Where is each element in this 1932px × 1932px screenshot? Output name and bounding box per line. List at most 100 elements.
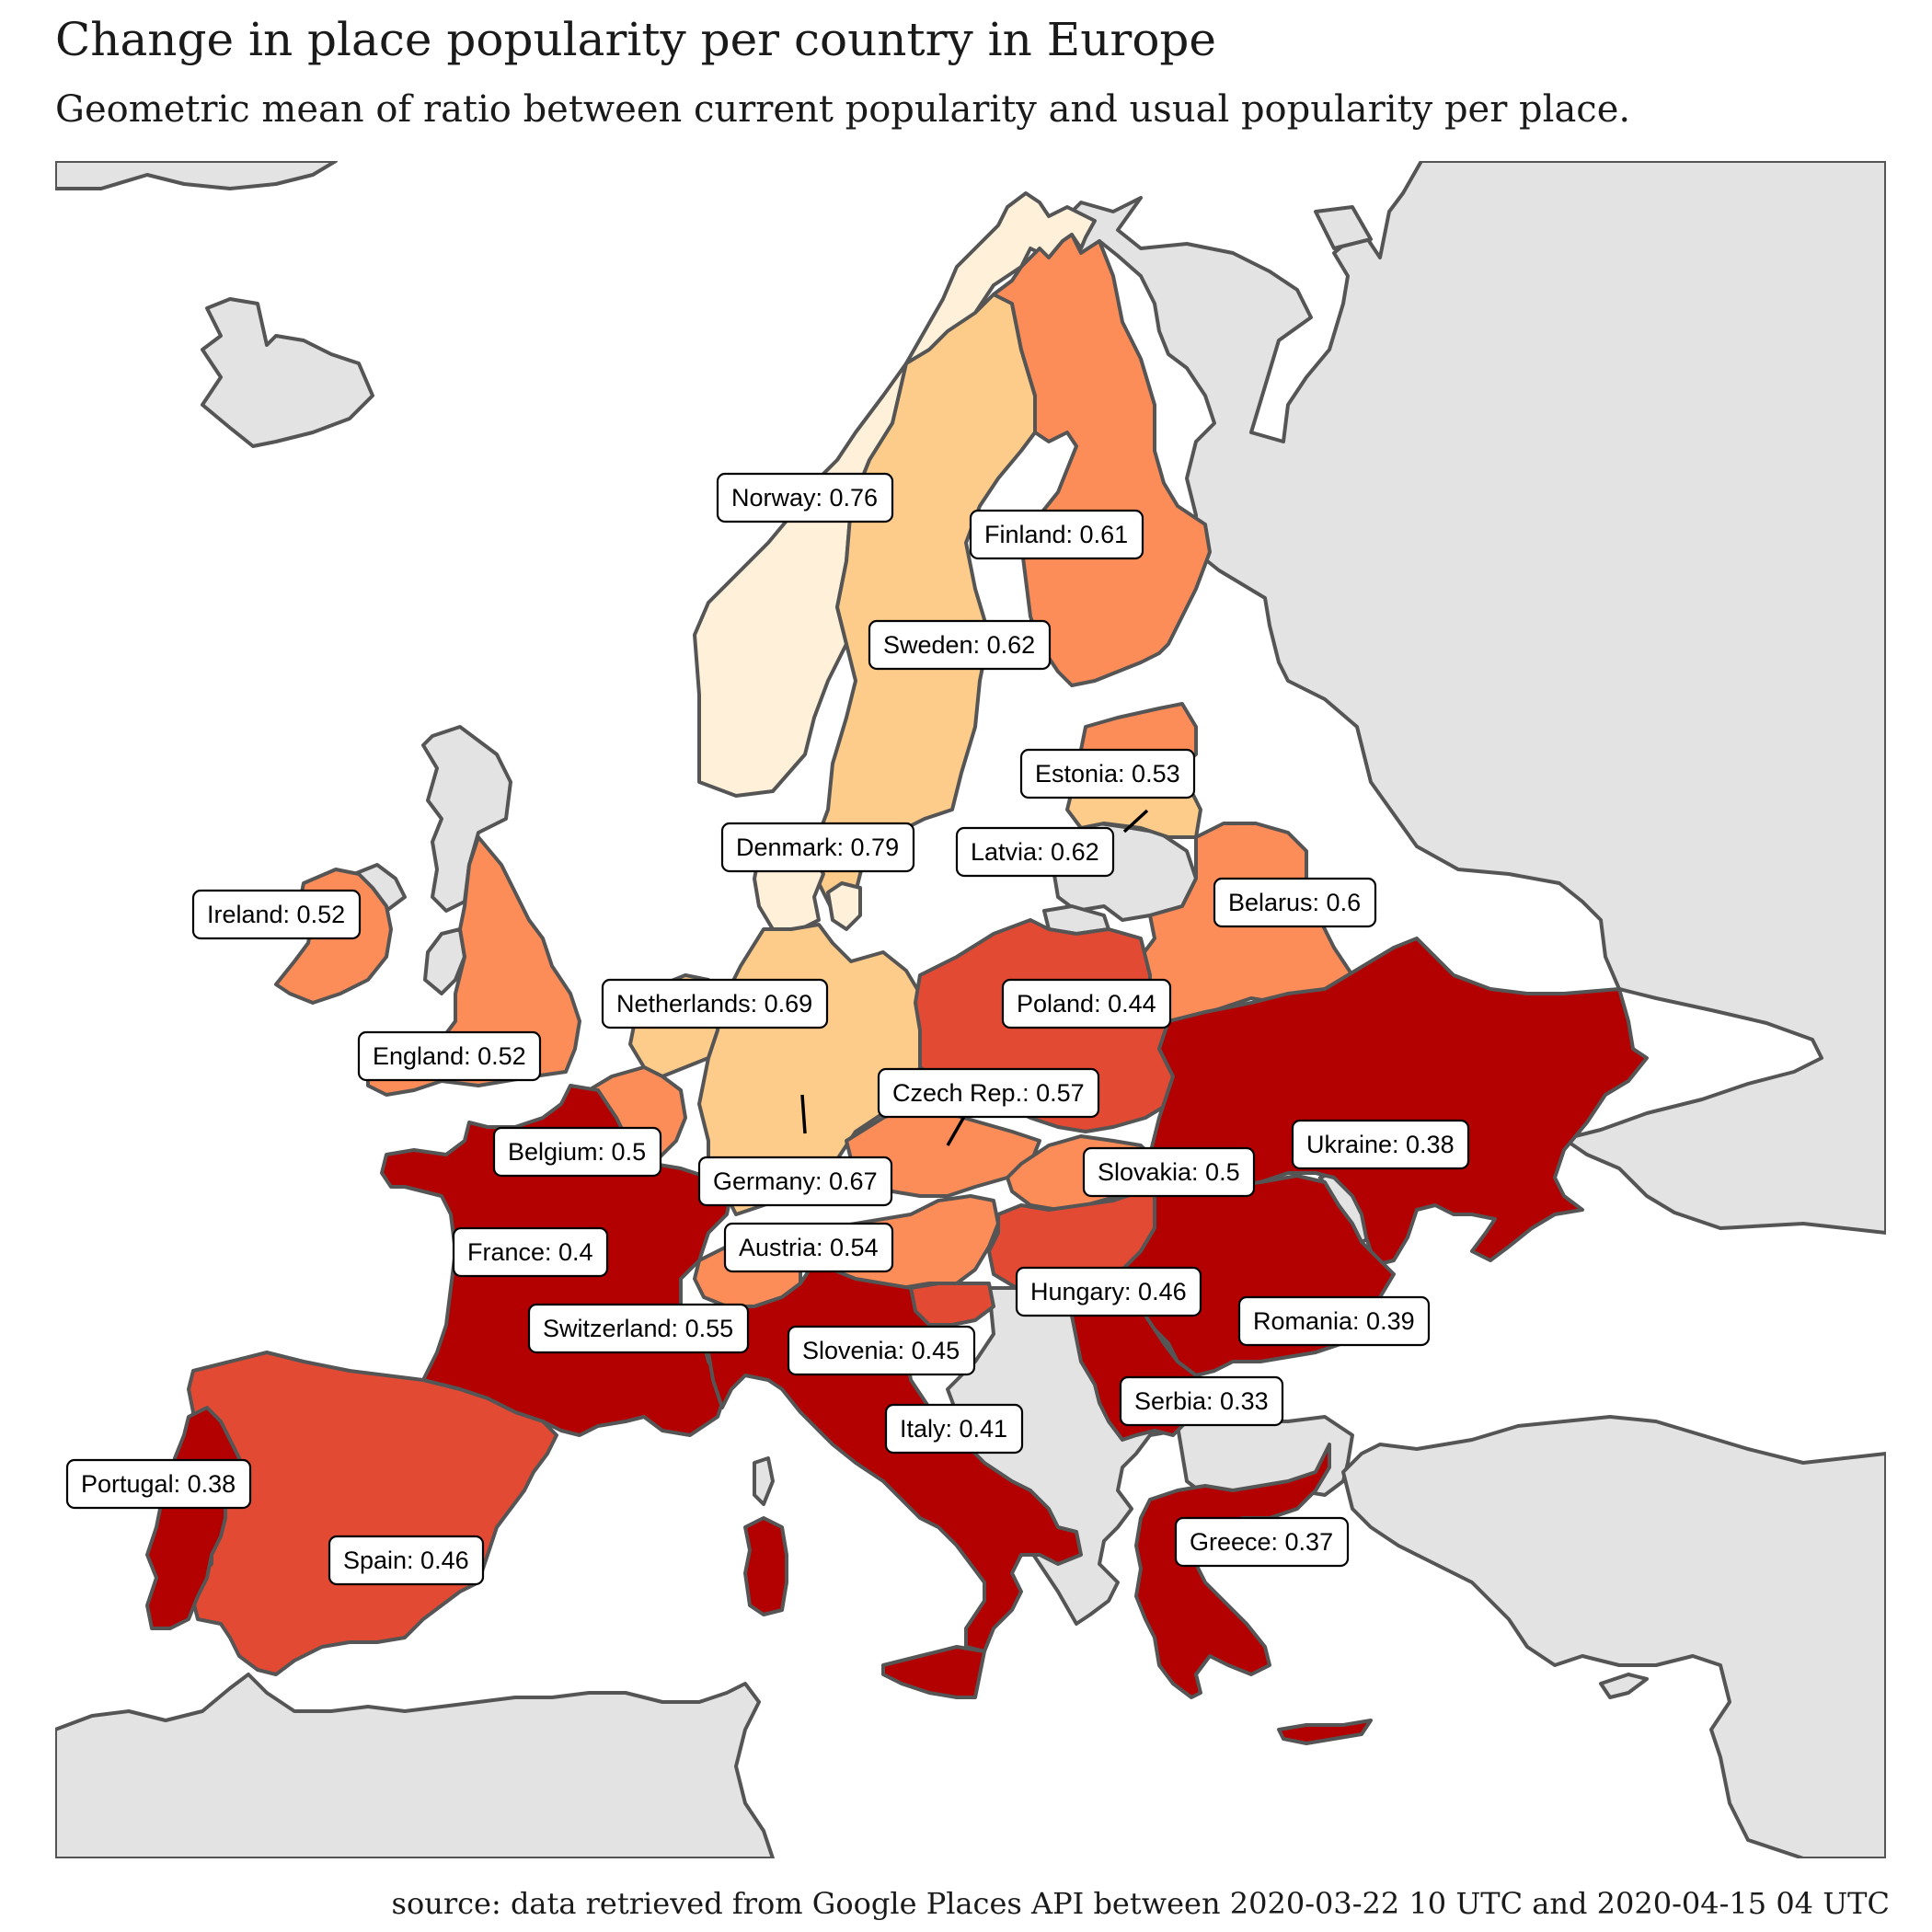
label-box-slovenia	[787, 1325, 976, 1376]
label-box-latvia	[955, 826, 1115, 878]
label-text-romania: Romania: 0.39	[1253, 1307, 1415, 1335]
country-label-sweden: Sweden: 0.62	[868, 619, 1052, 671]
label-text-sweden: Sweden: 0.62	[883, 631, 1035, 659]
label-box-france	[452, 1226, 609, 1278]
label-box-czech	[877, 1067, 1100, 1119]
label-text-estonia: Estonia: 0.53	[1035, 760, 1180, 788]
country-label-netherlands: Netherlands: 0.69	[601, 978, 829, 1029]
label-box-austria	[723, 1222, 894, 1273]
label-box-sweden	[868, 619, 1052, 671]
label-text-hungary: Hungary: 0.46	[1030, 1278, 1187, 1305]
country-label-estonia: Estonia: 0.53	[1019, 748, 1196, 799]
label-text-latvia: Latvia: 0.62	[971, 838, 1099, 866]
country-label-finland: Finland: 0.61	[969, 509, 1144, 560]
cyprus-land	[1599, 1673, 1649, 1699]
country-label-czech: Czech Rep.: 0.57	[877, 1067, 1100, 1119]
label-box-norway	[716, 472, 894, 523]
map-subtitle: Geometric mean of ratio between current …	[55, 88, 1631, 131]
label-text-belarus: Belarus: 0.6	[1228, 889, 1361, 916]
country-label-switzerland: Switzerland: 0.55	[527, 1303, 750, 1354]
country-greece-crete	[1277, 1719, 1373, 1745]
scotland-land	[421, 725, 512, 913]
label-box-germany	[697, 1156, 893, 1207]
label-box-italy	[884, 1403, 1024, 1455]
map-title: Change in place popularity per country i…	[55, 13, 1217, 66]
label-text-france: France: 0.4	[467, 1238, 593, 1266]
country-label-germany: Germany: 0.67	[697, 1156, 893, 1207]
label-text-germany: Germany: 0.67	[713, 1167, 878, 1195]
country-italy-sicily	[881, 1645, 986, 1699]
label-box-belarus	[1213, 877, 1377, 928]
label-text-netherlands: Netherlands: 0.69	[616, 990, 812, 1018]
label-box-england	[357, 1030, 542, 1082]
country-label-latvia: Latvia: 0.62	[955, 826, 1115, 878]
label-box-ireland	[191, 889, 362, 940]
country-label-romania: Romania: 0.39	[1237, 1295, 1431, 1347]
label-box-finland	[969, 509, 1144, 560]
label-box-greece	[1174, 1516, 1350, 1568]
label-box-hungary	[1015, 1266, 1202, 1317]
country-england	[366, 835, 581, 1097]
country-italy-sardinia	[743, 1516, 788, 1616]
country-label-hungary: Hungary: 0.46	[1015, 1266, 1202, 1317]
label-text-czech: Czech Rep.: 0.57	[892, 1079, 1085, 1107]
label-text-ireland: Ireland: 0.52	[207, 901, 345, 928]
country-label-italy: Italy: 0.41	[884, 1403, 1024, 1455]
label-text-slovenia: Slovenia: 0.45	[802, 1337, 960, 1364]
country-label-ukraine: Ukraine: 0.38	[1291, 1119, 1470, 1170]
country-label-portugal: Portugal: 0.38	[65, 1458, 252, 1510]
label-box-romania	[1237, 1295, 1431, 1347]
label-text-slovakia: Slovakia: 0.5	[1098, 1158, 1240, 1186]
label-box-ukraine	[1291, 1119, 1470, 1170]
label-box-netherlands	[601, 978, 829, 1029]
label-text-switzerland: Switzerland: 0.55	[543, 1315, 733, 1342]
label-text-austria: Austria: 0.54	[739, 1234, 879, 1261]
label-text-greece: Greece: 0.37	[1190, 1528, 1333, 1556]
iceland-land	[201, 297, 374, 448]
turkey-land	[1341, 1415, 1886, 1858]
kola-coast	[1314, 205, 1373, 250]
label-text-serbia: Serbia: 0.33	[1134, 1387, 1269, 1415]
no-data-land	[55, 161, 1886, 1858]
country-label-denmark: Denmark: 0.79	[720, 822, 915, 873]
label-text-poland: Poland: 0.44	[1017, 990, 1156, 1018]
label-text-finland: Finland: 0.61	[984, 521, 1128, 548]
country-label-france: France: 0.4	[452, 1226, 609, 1278]
country-label-england: England: 0.52	[357, 1030, 542, 1082]
label-text-italy: Italy: 0.41	[900, 1415, 1007, 1443]
country-labels: Norway: 0.76 Finland: 0.61 Sweden: 0.62 Est…	[65, 472, 1470, 1586]
country-label-spain: Spain: 0.46	[328, 1535, 485, 1586]
country-label-slovakia: Slovakia: 0.5	[1082, 1146, 1256, 1198]
country-label-norway: Norway: 0.76	[716, 472, 894, 523]
label-box-serbia	[1119, 1375, 1284, 1427]
leader-line-latvia	[1122, 809, 1149, 834]
corsica-land	[753, 1456, 775, 1506]
label-box-estonia	[1019, 748, 1196, 799]
label-box-switzerland	[527, 1303, 750, 1354]
country-label-poland: Poland: 0.44	[1001, 978, 1172, 1029]
label-text-england: England: 0.52	[373, 1042, 526, 1070]
label-box-belgium	[492, 1126, 662, 1178]
country-finland	[992, 233, 1212, 687]
label-text-denmark: Denmark: 0.79	[736, 834, 899, 861]
russia-land	[1056, 161, 1886, 1235]
label-box-denmark	[720, 822, 915, 873]
leader-line-germany	[800, 1094, 807, 1134]
north-africa-land	[55, 1673, 775, 1858]
country-label-slovenia: Slovenia: 0.45	[787, 1325, 976, 1376]
country-label-belgium: Belgium: 0.5	[492, 1126, 662, 1178]
label-box-slovakia	[1082, 1146, 1256, 1198]
label-text-spain: Spain: 0.46	[343, 1547, 469, 1574]
country-label-belarus: Belarus: 0.6	[1213, 877, 1377, 928]
europe-choropleth-map: Norway: 0.76 Finland: 0.61 Sweden: 0.62 Est…	[55, 161, 1886, 1858]
country-label-ireland: Ireland: 0.52	[191, 889, 362, 940]
source-note: source: data retrieved from Google Place…	[391, 1886, 1890, 1921]
label-text-norway: Norway: 0.76	[731, 484, 878, 512]
country-denmark-zealand	[826, 881, 862, 931]
label-box-poland	[1001, 978, 1172, 1029]
country-label-austria: Austria: 0.54	[723, 1222, 894, 1273]
label-text-belgium: Belgium: 0.5	[508, 1138, 646, 1166]
country-greece	[1134, 1443, 1331, 1699]
country-label-serbia: Serbia: 0.33	[1119, 1375, 1284, 1427]
greenland-tip	[55, 161, 338, 190]
